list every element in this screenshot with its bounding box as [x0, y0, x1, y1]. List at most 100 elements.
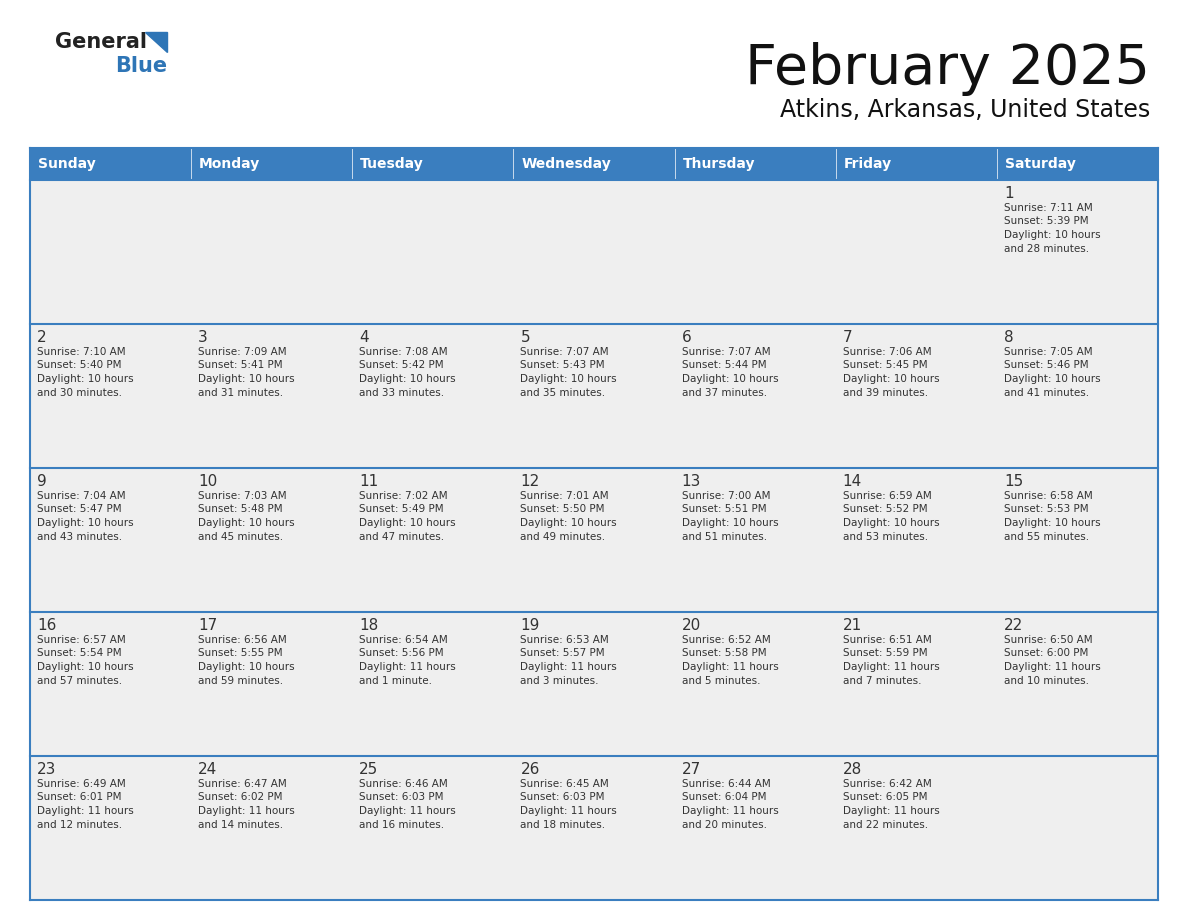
Bar [191, 324, 353, 468]
Bar [30, 468, 191, 612]
Text: Daylight: 11 hours: Daylight: 11 hours [1004, 662, 1100, 672]
Text: Sunrise: 7:00 AM: Sunrise: 7:00 AM [682, 491, 770, 501]
Text: Daylight: 11 hours: Daylight: 11 hours [359, 806, 456, 816]
Text: Sunset: 5:48 PM: Sunset: 5:48 PM [198, 505, 283, 514]
Bar [997, 612, 1158, 756]
Text: Sunset: 5:40 PM: Sunset: 5:40 PM [37, 361, 121, 371]
Text: Sunrise: 7:11 AM: Sunrise: 7:11 AM [1004, 203, 1093, 213]
Text: Daylight: 11 hours: Daylight: 11 hours [359, 662, 456, 672]
Text: Daylight: 10 hours: Daylight: 10 hours [1004, 374, 1100, 384]
Text: and 35 minutes.: and 35 minutes. [520, 387, 606, 397]
Text: Sunrise: 7:06 AM: Sunrise: 7:06 AM [842, 347, 931, 357]
Text: Daylight: 10 hours: Daylight: 10 hours [682, 518, 778, 528]
Text: Monday: Monday [200, 157, 260, 171]
Bar [675, 756, 835, 900]
Bar [30, 612, 191, 756]
Bar [835, 148, 997, 180]
Text: Daylight: 10 hours: Daylight: 10 hours [198, 374, 295, 384]
Text: 1: 1 [1004, 186, 1013, 201]
Bar [835, 468, 997, 612]
Text: Daylight: 10 hours: Daylight: 10 hours [520, 518, 617, 528]
Bar [191, 148, 353, 180]
Text: 8: 8 [1004, 330, 1013, 345]
Text: Sunset: 6:01 PM: Sunset: 6:01 PM [37, 792, 121, 802]
Text: Daylight: 10 hours: Daylight: 10 hours [359, 518, 456, 528]
Text: and 14 minutes.: and 14 minutes. [198, 820, 283, 830]
Text: Sunset: 6:00 PM: Sunset: 6:00 PM [1004, 648, 1088, 658]
Bar [191, 612, 353, 756]
Text: and 20 minutes.: and 20 minutes. [682, 820, 766, 830]
Text: and 41 minutes.: and 41 minutes. [1004, 387, 1089, 397]
Text: Blue: Blue [115, 56, 168, 76]
Bar [675, 148, 835, 180]
Text: 2: 2 [37, 330, 46, 345]
Text: 27: 27 [682, 762, 701, 777]
Text: and 49 minutes.: and 49 minutes. [520, 532, 606, 542]
Bar [835, 756, 997, 900]
Bar [353, 148, 513, 180]
Text: Sunrise: 7:04 AM: Sunrise: 7:04 AM [37, 491, 126, 501]
Text: Sunset: 5:43 PM: Sunset: 5:43 PM [520, 361, 605, 371]
Text: Saturday: Saturday [1005, 157, 1075, 171]
Text: Tuesday: Tuesday [360, 157, 424, 171]
Text: Sunset: 5:41 PM: Sunset: 5:41 PM [198, 361, 283, 371]
Bar [675, 180, 835, 324]
Text: Sunset: 5:45 PM: Sunset: 5:45 PM [842, 361, 928, 371]
Text: Sunset: 5:57 PM: Sunset: 5:57 PM [520, 648, 605, 658]
Text: 7: 7 [842, 330, 852, 345]
Text: Sunrise: 7:10 AM: Sunrise: 7:10 AM [37, 347, 126, 357]
Text: 6: 6 [682, 330, 691, 345]
Bar [675, 612, 835, 756]
Text: Sunrise: 6:54 AM: Sunrise: 6:54 AM [359, 635, 448, 645]
Text: Friday: Friday [843, 157, 892, 171]
Text: and 16 minutes.: and 16 minutes. [359, 820, 444, 830]
Text: and 18 minutes.: and 18 minutes. [520, 820, 606, 830]
Text: General: General [55, 32, 147, 52]
Text: Sunset: 5:53 PM: Sunset: 5:53 PM [1004, 505, 1088, 514]
Text: 18: 18 [359, 618, 379, 633]
Text: Daylight: 11 hours: Daylight: 11 hours [37, 806, 134, 816]
Text: Sunset: 5:47 PM: Sunset: 5:47 PM [37, 505, 121, 514]
Text: Sunset: 5:58 PM: Sunset: 5:58 PM [682, 648, 766, 658]
Bar [513, 148, 675, 180]
Text: 24: 24 [198, 762, 217, 777]
Text: Sunrise: 7:03 AM: Sunrise: 7:03 AM [198, 491, 286, 501]
Text: and 59 minutes.: and 59 minutes. [198, 676, 283, 686]
Text: and 57 minutes.: and 57 minutes. [37, 676, 122, 686]
Text: Sunset: 5:50 PM: Sunset: 5:50 PM [520, 505, 605, 514]
Text: Sunset: 6:03 PM: Sunset: 6:03 PM [520, 792, 605, 802]
Text: and 1 minute.: and 1 minute. [359, 676, 432, 686]
Text: 20: 20 [682, 618, 701, 633]
Text: and 55 minutes.: and 55 minutes. [1004, 532, 1089, 542]
Text: Sunrise: 6:53 AM: Sunrise: 6:53 AM [520, 635, 609, 645]
Bar [997, 324, 1158, 468]
Text: Daylight: 10 hours: Daylight: 10 hours [520, 374, 617, 384]
Text: Sunday: Sunday [38, 157, 96, 171]
Text: Sunset: 5:52 PM: Sunset: 5:52 PM [842, 505, 928, 514]
Text: Sunrise: 6:46 AM: Sunrise: 6:46 AM [359, 779, 448, 789]
Text: Sunrise: 6:58 AM: Sunrise: 6:58 AM [1004, 491, 1093, 501]
Text: and 22 minutes.: and 22 minutes. [842, 820, 928, 830]
Text: Daylight: 10 hours: Daylight: 10 hours [198, 662, 295, 672]
Text: 14: 14 [842, 474, 862, 489]
Text: Sunset: 6:03 PM: Sunset: 6:03 PM [359, 792, 444, 802]
Bar [353, 180, 513, 324]
Bar [191, 468, 353, 612]
Text: Daylight: 10 hours: Daylight: 10 hours [842, 374, 940, 384]
Text: Daylight: 11 hours: Daylight: 11 hours [682, 662, 778, 672]
Bar [997, 180, 1158, 324]
Text: 23: 23 [37, 762, 56, 777]
Text: and 39 minutes.: and 39 minutes. [842, 387, 928, 397]
Text: Daylight: 10 hours: Daylight: 10 hours [1004, 518, 1100, 528]
Text: Sunrise: 6:51 AM: Sunrise: 6:51 AM [842, 635, 931, 645]
Text: Sunset: 5:44 PM: Sunset: 5:44 PM [682, 361, 766, 371]
Text: Sunrise: 7:09 AM: Sunrise: 7:09 AM [198, 347, 286, 357]
Text: Sunrise: 6:45 AM: Sunrise: 6:45 AM [520, 779, 609, 789]
Text: Daylight: 11 hours: Daylight: 11 hours [520, 662, 618, 672]
Bar [353, 468, 513, 612]
Polygon shape [145, 32, 168, 52]
Text: and 51 minutes.: and 51 minutes. [682, 532, 766, 542]
Bar [513, 756, 675, 900]
Text: Daylight: 10 hours: Daylight: 10 hours [37, 374, 133, 384]
Text: 5: 5 [520, 330, 530, 345]
